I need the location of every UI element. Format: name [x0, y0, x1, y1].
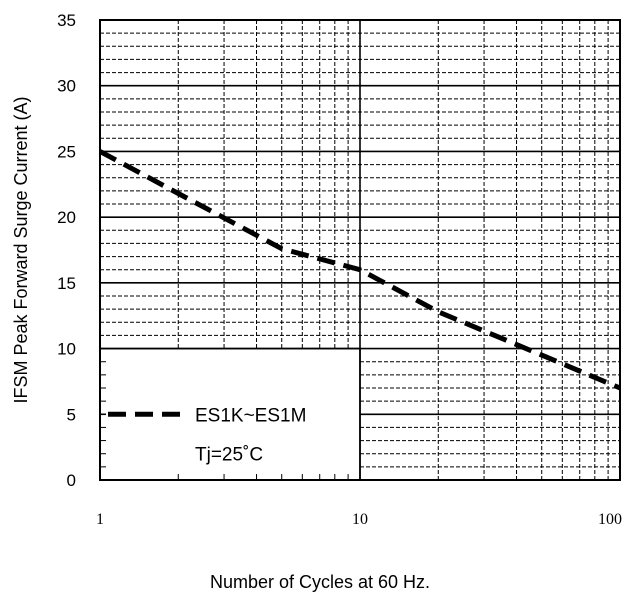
legend: ES1K~ES1M Tj=25˚C — [99, 347, 361, 481]
y-tick-label: 5 — [67, 405, 76, 424]
series-layer — [98, 149, 621, 391]
legend-label: ES1K~ES1M — [195, 405, 306, 426]
x-axis-label: Number of Cycles at 60 Hz. — [210, 572, 430, 592]
x-tick-label: 100 — [598, 511, 622, 528]
annotation-tj: Tj=25˚C — [195, 445, 263, 466]
y-tick-label: 35 — [57, 11, 76, 30]
y-tick-label: 15 — [57, 274, 76, 293]
series-line — [98, 149, 621, 391]
legend-box — [99, 347, 361, 481]
y-tick-label: 10 — [57, 340, 76, 359]
y-tick-label: 25 — [57, 142, 76, 161]
x-tick-label: 10 — [352, 511, 368, 528]
y-tick-label: 0 — [67, 471, 76, 490]
y-axis-label: IFSM Peak Forward Surge Current (A) — [11, 96, 31, 403]
x-tick-labels: 1 10 100 — [96, 511, 622, 528]
y-tick-labels: 0 5 10 15 20 25 30 35 — [57, 11, 76, 490]
y-tick-label: 20 — [57, 208, 76, 227]
y-tick-label: 30 — [57, 77, 76, 96]
x-tick-label: 1 — [96, 511, 104, 528]
